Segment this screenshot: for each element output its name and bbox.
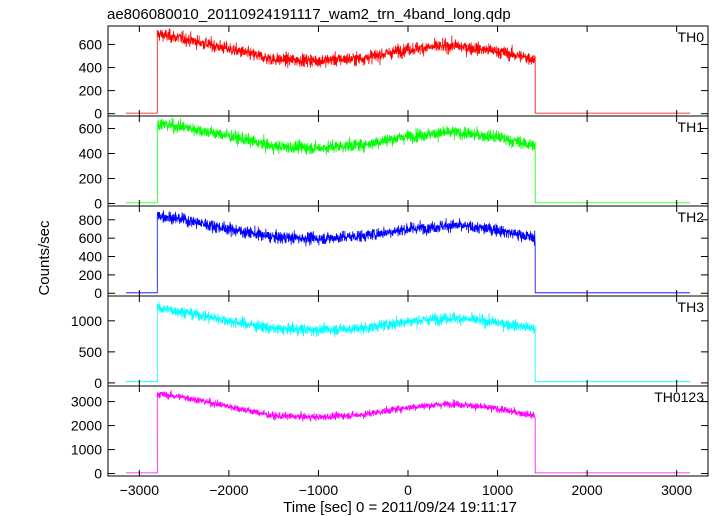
panel-frame — [107, 25, 709, 117]
y-tick-label: 400 — [79, 60, 103, 76]
y-axis-label: Counts/sec — [36, 220, 53, 296]
y-tick-label: 3000 — [71, 394, 102, 410]
panel-frame — [107, 295, 709, 387]
chart-title: ae806080010_20110924191117_wam2_trn_4ban… — [107, 6, 511, 23]
y-tick-label: 200 — [79, 171, 103, 187]
y-tick-label: 600 — [79, 121, 103, 137]
y-tick-label: 1000 — [71, 442, 102, 458]
panels-group: 0 200 400 600 TH0 0 200 400 600 TH1 0 200 400 600 800 T… — [71, 25, 709, 482]
y-tick-label: 0 — [94, 196, 102, 212]
series-th3-label: TH3 — [678, 299, 705, 315]
y-tick-label: 0 — [94, 285, 102, 301]
series-th2-line — [125, 210, 691, 294]
series-th3-line — [125, 301, 691, 383]
x-tick-label: −2000 — [209, 482, 249, 498]
y-tick-label: 400 — [79, 146, 103, 162]
series-th1-label: TH1 — [678, 119, 705, 135]
y-tick-label: 0 — [94, 106, 102, 122]
panel-th0: 0 200 400 600 TH0 — [79, 25, 709, 122]
series-th0123-line — [125, 390, 691, 474]
y-tick-label: 600 — [79, 230, 103, 246]
panel-th2: 0 200 400 600 800 TH2 — [79, 205, 709, 301]
y-tick-label: 800 — [79, 212, 103, 228]
series-th0123-label: TH0123 — [654, 389, 704, 405]
y-tick-label: 2000 — [71, 418, 102, 434]
x-axis-label: Time [sec] 0 = 2011/09/24 19:11:17 — [283, 499, 517, 516]
y-tick-label: 0 — [94, 375, 102, 391]
x-tick-label: 3000 — [661, 482, 692, 498]
y-tick-label: 0 — [94, 466, 102, 482]
x-tick-label: −3000 — [120, 482, 160, 498]
series-th1-line — [125, 117, 691, 204]
panel-frame — [107, 385, 709, 477]
x-tick-label: −1000 — [299, 482, 339, 498]
y-tick-label: 600 — [79, 36, 103, 52]
series-th0-line — [125, 28, 691, 114]
series-th0-label: TH0 — [678, 29, 705, 45]
panel-th1: 0 200 400 600 TH1 — [79, 115, 709, 212]
x-tick-label: 2000 — [572, 482, 603, 498]
x-tick-label: 0 — [404, 482, 412, 498]
panel-th0123: 0 1000 2000 3000 TH0123 — [71, 385, 709, 482]
x-axis: −3000 −2000 −1000 0 1000 2000 3000 — [120, 482, 693, 498]
y-tick-label: 200 — [79, 267, 103, 283]
y-tick-label: 200 — [79, 83, 103, 99]
y-tick-label: 500 — [79, 344, 103, 360]
y-tick-label: 1000 — [71, 313, 102, 329]
panel-th3: 0 500 1000 TH3 — [71, 295, 709, 391]
y-tick-label: 400 — [79, 249, 103, 265]
series-th2-label: TH2 — [678, 209, 705, 225]
x-tick-label: 1000 — [482, 482, 513, 498]
